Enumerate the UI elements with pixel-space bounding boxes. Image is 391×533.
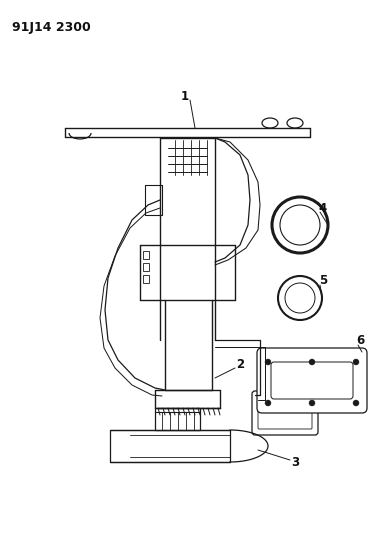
Text: 3: 3: [291, 456, 299, 470]
Text: 1: 1: [181, 90, 189, 102]
FancyBboxPatch shape: [155, 408, 200, 430]
Text: 91J14 2300: 91J14 2300: [12, 21, 91, 35]
FancyBboxPatch shape: [271, 362, 353, 399]
Text: 6: 6: [356, 334, 364, 346]
FancyBboxPatch shape: [252, 391, 318, 435]
FancyBboxPatch shape: [143, 275, 149, 283]
Circle shape: [309, 359, 315, 365]
Circle shape: [353, 400, 359, 406]
Circle shape: [309, 400, 315, 406]
FancyBboxPatch shape: [143, 263, 149, 271]
Text: 4: 4: [319, 201, 327, 214]
FancyBboxPatch shape: [143, 251, 149, 259]
FancyBboxPatch shape: [110, 430, 230, 462]
Circle shape: [353, 359, 359, 365]
Text: 2: 2: [236, 359, 244, 372]
Circle shape: [265, 400, 271, 406]
Text: 5: 5: [319, 273, 327, 287]
Circle shape: [265, 359, 271, 365]
FancyBboxPatch shape: [258, 397, 312, 429]
FancyBboxPatch shape: [257, 348, 367, 413]
